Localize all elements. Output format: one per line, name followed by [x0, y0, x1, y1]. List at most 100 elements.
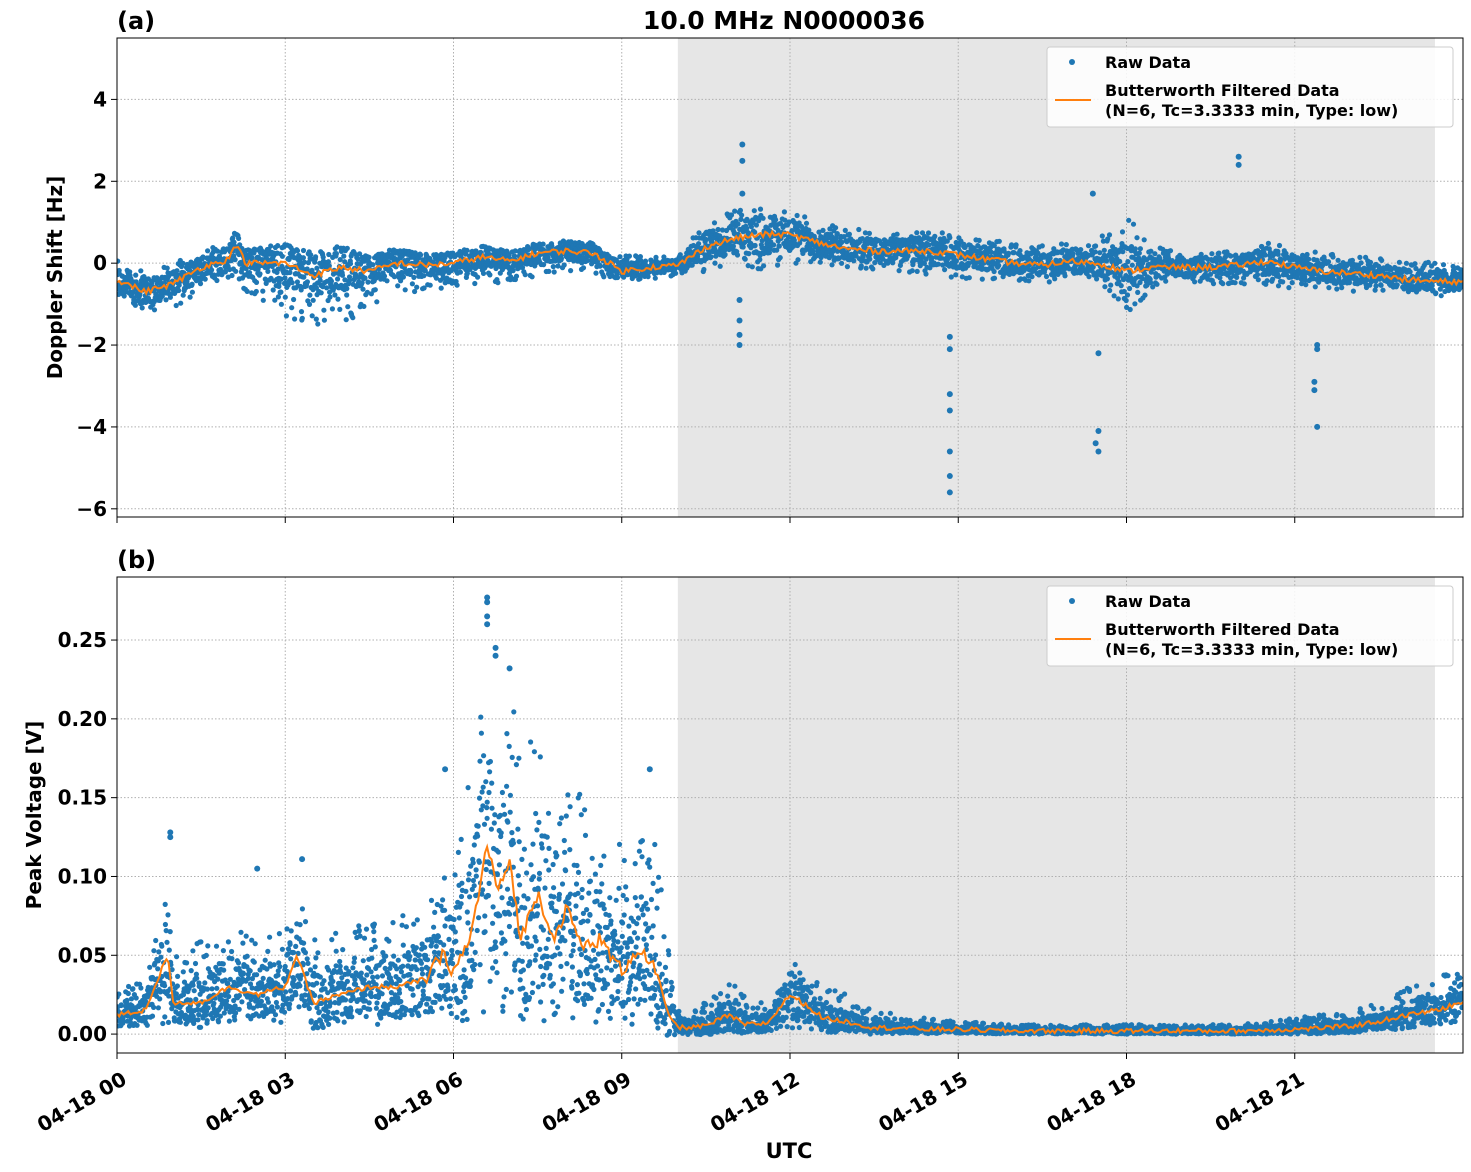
raw-data-point [746, 251, 752, 257]
raw-data-point [487, 272, 493, 278]
raw-data-point [155, 966, 161, 972]
raw-data-point [144, 1022, 150, 1028]
raw-data-point [240, 971, 246, 977]
raw-data-point [1154, 281, 1160, 287]
raw-data-point [246, 270, 253, 276]
raw-data-point [991, 243, 997, 249]
raw-data-point [1078, 247, 1084, 253]
raw-data-point [316, 1009, 322, 1015]
raw-data-point [1107, 287, 1113, 294]
raw-data-point [173, 991, 179, 997]
raw-data-point [239, 999, 245, 1005]
raw-data-point [495, 280, 501, 286]
raw-data-point [757, 206, 764, 212]
raw-data-point [1132, 301, 1138, 307]
raw-data-point [735, 221, 741, 227]
raw-data-point [253, 288, 259, 295]
raw-data-point [347, 277, 353, 283]
raw-data-point [272, 297, 278, 303]
raw-data-point [761, 250, 767, 257]
raw-data-point [339, 975, 345, 981]
raw-data-point [584, 258, 590, 264]
raw-data-point [1117, 258, 1123, 264]
raw-data-point [120, 1018, 126, 1024]
raw-data-point [953, 258, 960, 264]
raw-data-point [308, 256, 314, 262]
raw-data-point [1135, 289, 1141, 295]
raw-data-point [558, 255, 565, 261]
raw-data-point [739, 212, 745, 218]
raw-data-point [810, 248, 816, 254]
raw-data-point [166, 947, 172, 953]
raw-data-point [1299, 281, 1305, 287]
raw-data-point [164, 265, 170, 271]
raw-data-point [464, 270, 470, 276]
raw-data-point [540, 241, 546, 247]
raw-data-point [932, 233, 938, 239]
y-tick-label: 0 [93, 251, 107, 275]
raw-data-point [313, 254, 319, 260]
raw-data-point [265, 948, 271, 955]
raw-data-point [299, 315, 305, 321]
raw-data-point [372, 287, 378, 293]
raw-data-point [260, 297, 266, 303]
raw-data-outlier [1311, 387, 1318, 394]
raw-data-point [1264, 278, 1270, 284]
raw-data-point [777, 255, 783, 261]
raw-data-point [332, 1000, 338, 1006]
raw-data-point [259, 257, 265, 263]
legend-box [1046, 46, 1454, 128]
raw-data-point [304, 956, 310, 962]
raw-data-point [1265, 240, 1271, 246]
raw-data-point [803, 220, 810, 226]
raw-data-point [966, 261, 972, 267]
raw-data-outlier [946, 333, 953, 340]
raw-data-point [1326, 285, 1332, 291]
raw-data-point [282, 294, 288, 300]
raw-data-point [335, 296, 341, 302]
raw-data-point [275, 972, 281, 978]
raw-data-point [829, 262, 835, 268]
raw-data-point [1005, 250, 1012, 256]
raw-data-point [1276, 273, 1282, 280]
raw-data-point [306, 1005, 312, 1012]
raw-data-point [745, 263, 751, 269]
raw-data-point [1017, 248, 1023, 254]
raw-data-point [275, 243, 281, 249]
raw-data-point [202, 980, 208, 986]
raw-data-series [117, 141, 1463, 496]
raw-data-point [298, 287, 304, 293]
raw-data-point [301, 259, 307, 265]
raw-data-point [325, 259, 331, 265]
raw-data-point [192, 960, 199, 967]
raw-data-point [1125, 259, 1131, 265]
raw-data-point [270, 1008, 276, 1014]
raw-data-point [285, 996, 291, 1002]
raw-data-point [1407, 269, 1413, 275]
raw-data-point [265, 999, 271, 1005]
raw-data-point [304, 971, 310, 977]
raw-data-point [304, 266, 310, 272]
raw-data-outlier [1095, 428, 1102, 435]
raw-data-point [195, 1017, 201, 1023]
raw-data-point [759, 238, 765, 244]
raw-data-point [294, 248, 301, 254]
y-tick-label: −2 [76, 333, 107, 357]
raw-data-point [169, 967, 175, 973]
raw-data-point [290, 949, 297, 956]
raw-data-point [1118, 283, 1124, 289]
raw-data-point [288, 988, 294, 994]
raw-data-point [187, 294, 193, 300]
raw-data-point [159, 293, 165, 299]
raw-data-point [118, 1002, 124, 1008]
raw-data-point [753, 222, 760, 228]
raw-data-point [411, 274, 417, 280]
raw-data-point [236, 1006, 242, 1012]
raw-data-point [1127, 285, 1133, 292]
raw-data-point [1146, 261, 1152, 267]
raw-data-point [1450, 263, 1456, 269]
raw-data-point [1136, 250, 1142, 256]
raw-data-point [278, 276, 284, 282]
raw-data-outlier [1092, 440, 1099, 447]
